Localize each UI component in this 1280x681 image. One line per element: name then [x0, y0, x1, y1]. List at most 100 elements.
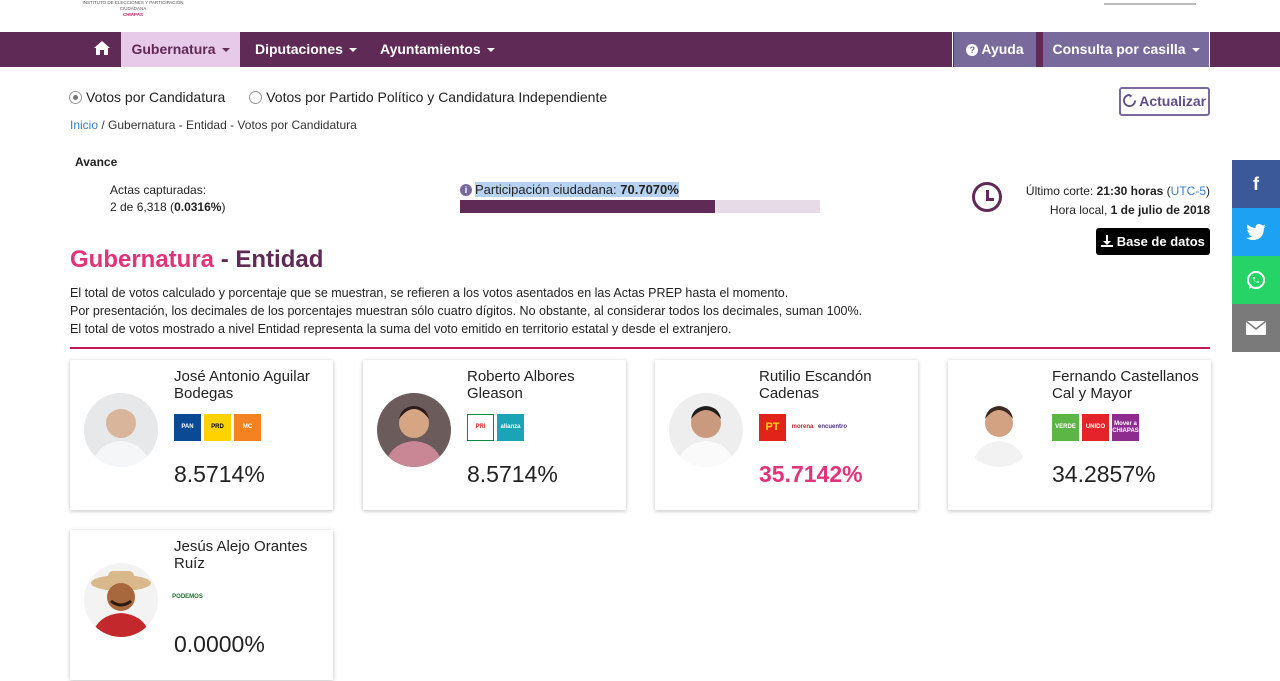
candidate-card[interactable]: Jesús Alejo Orantes Ruíz PODEMOS 0.0000% — [70, 530, 333, 680]
party-logo: PAN — [174, 414, 201, 441]
base-datos-button[interactable]: Base de datos — [1096, 228, 1210, 255]
participacion-progress-bar — [460, 200, 820, 213]
party-logo: morena — [789, 414, 816, 441]
radio-selected-icon — [69, 90, 82, 104]
radio-partido-label: Votos por Partido Político y Candidatura… — [266, 89, 608, 105]
download-icon — [1101, 235, 1114, 247]
twitter-icon — [1246, 224, 1266, 240]
actas-value-line: 2 de 6,318 (0.0316%) — [110, 199, 225, 216]
actas-label: Actas capturadas: — [110, 183, 207, 197]
corte-label: Último corte: — [1025, 184, 1097, 198]
radio-votos-candidatura[interactable]: Votos por Candidatura — [69, 89, 225, 105]
party-logo: PRI — [467, 414, 494, 441]
actualizar-button[interactable]: Actualizar — [1119, 87, 1210, 116]
nav-gubernatura-label: Gubernatura — [131, 41, 216, 57]
info-icon: i — [460, 184, 472, 196]
breadcrumb: Inicio / Gubernatura - Entidad - Votos p… — [70, 118, 357, 132]
actas-close: ) — [221, 200, 226, 214]
party-logo: encuentro — [818, 414, 847, 441]
nav-separator — [1209, 32, 1210, 67]
actualizar-label: Actualizar — [1139, 93, 1207, 109]
facebook-icon: f — [1253, 173, 1259, 194]
chevron-down-icon — [1191, 48, 1200, 53]
nav-home[interactable] — [84, 32, 120, 67]
participacion-value: 70.7070% — [620, 182, 679, 197]
corte-line: Último corte: 21:30 horas (UTC-5) — [1025, 184, 1210, 198]
participacion-label: Participación ciudadana: — [475, 182, 621, 197]
candidate-percentage: 34.2857% — [1052, 461, 1156, 487]
party-logo: PT — [759, 414, 786, 441]
radio-candidatura-label: Votos por Candidatura — [86, 89, 226, 105]
candidate-percentage: 35.7142% — [759, 461, 863, 487]
local-date: 1 de julio de 2018 — [1110, 203, 1210, 217]
actas-value: 2 de 6,318 ( — [110, 200, 175, 214]
nav-diputaciones[interactable]: Diputaciones — [255, 32, 357, 67]
facebook-share-button[interactable]: f — [1232, 160, 1280, 208]
local-line: Hora local, 1 de julio de 2018 — [1026, 201, 1210, 220]
breadcrumb-rest: / Gubernatura - Entidad - Votos por Cand… — [98, 118, 357, 132]
corte-timezone[interactable]: UTC-5 — [1170, 184, 1206, 198]
candidate-card[interactable]: Fernando Castellanos Cal y Mayor VERDE U… — [948, 360, 1211, 510]
description-line: El total de votos mostrado a nivel Entid… — [70, 322, 732, 336]
candidate-photo — [84, 563, 158, 637]
nav-consulta-label: Consulta por casilla — [1052, 41, 1186, 57]
page-title: Gubernatura - Entidad — [70, 246, 323, 274]
candidate-percentage: 8.5714% — [174, 461, 265, 487]
chevron-down-icon — [221, 48, 230, 53]
breadcrumb-inicio[interactable]: Inicio — [70, 118, 99, 132]
clock-icon — [972, 182, 1002, 212]
base-datos-label: Base de datos — [1116, 234, 1205, 249]
actas-capturadas: Actas capturadas: 2 de 6,318 (0.0316%) — [110, 182, 225, 216]
candidate-percentage: 8.5714% — [467, 461, 558, 487]
nav-gubernatura[interactable]: Gubernatura — [121, 32, 240, 67]
participacion-progress-fill — [460, 200, 715, 213]
view-options: Votos por Candidatura Votos por Partido … — [69, 89, 627, 107]
radio-unselected-icon — [249, 90, 263, 104]
candidate-card[interactable]: Roberto Albores Gleason PRI alianza 8.57… — [363, 360, 626, 510]
section-divider — [70, 347, 1210, 349]
whatsapp-share-button[interactable] — [1232, 256, 1280, 304]
candidate-photo — [669, 393, 743, 467]
party-logos: VERDE UNIDO Mover a CHIAPAS — [1052, 414, 1139, 441]
nav-separator — [952, 32, 953, 67]
description-line: Por presentación, los decimales de los p… — [70, 304, 863, 318]
party-logo: PODEMOS — [172, 584, 203, 611]
email-share-button[interactable] — [1232, 304, 1280, 352]
description-line: El total de votos calculado y porcentaje… — [70, 286, 789, 300]
candidate-card[interactable]: José Antonio Aguilar Bodegas PAN PRD MC … — [70, 360, 333, 510]
nav-ayuntamientos[interactable]: Ayuntamientos — [380, 32, 495, 67]
twitter-share-button[interactable] — [1232, 208, 1280, 256]
party-logos: PRI alianza — [467, 414, 524, 441]
nav-consulta-casilla[interactable]: Consulta por casilla — [1043, 32, 1209, 67]
candidate-card[interactable]: Rutilio Escandón Cadenas PT morena encue… — [655, 360, 918, 510]
party-logos: PAN PRD MC — [174, 414, 261, 441]
home-icon — [94, 41, 110, 55]
partner-logo — [1104, 0, 1196, 5]
party-logo: UNIDO — [1082, 414, 1109, 441]
local-label: Hora local, — [1049, 203, 1111, 217]
help-icon: ? — [966, 44, 979, 56]
institute-name: INSTITUTO DE ELECCIONES Y PARTICIPACIÓN … — [82, 0, 184, 11]
refresh-icon — [1122, 94, 1136, 107]
corte-time: 21:30 horas — [1096, 184, 1164, 198]
candidate-name: Jesús Alejo Orantes Ruíz — [174, 538, 308, 572]
participacion-ciudadana: i Participación ciudadana: 70.7070% — [460, 182, 679, 197]
nav-ayuda-label: Ayuda — [981, 41, 1024, 57]
ultimo-corte: Último corte: 21:30 horas (UTC-5) Hora l… — [1026, 182, 1210, 220]
party-logo: VERDE — [1052, 414, 1079, 441]
radio-votos-partido[interactable]: Votos por Partido Político y Candidatura… — [249, 89, 607, 105]
candidate-photo — [962, 393, 1036, 467]
whatsapp-icon — [1247, 271, 1265, 289]
candidate-photo — [377, 393, 451, 467]
title-separator: - — [214, 246, 236, 273]
institute-state: CHIAPAS — [123, 12, 143, 17]
email-icon — [1246, 321, 1266, 335]
institute-logo: INSTITUTO DE ELECCIONES Y PARTICIPACIÓN … — [78, 0, 188, 18]
nav-ayuda[interactable]: ? Ayuda — [954, 32, 1036, 67]
nav-ayuntamientos-label: Ayuntamientos — [380, 41, 481, 57]
actas-percent: 0.0316% — [174, 200, 222, 214]
candidate-photo — [84, 393, 158, 467]
candidate-name: Rutilio Escandón Cadenas — [759, 368, 872, 402]
avance-title: Avance — [75, 155, 118, 169]
party-logos: PODEMOS — [172, 584, 203, 611]
